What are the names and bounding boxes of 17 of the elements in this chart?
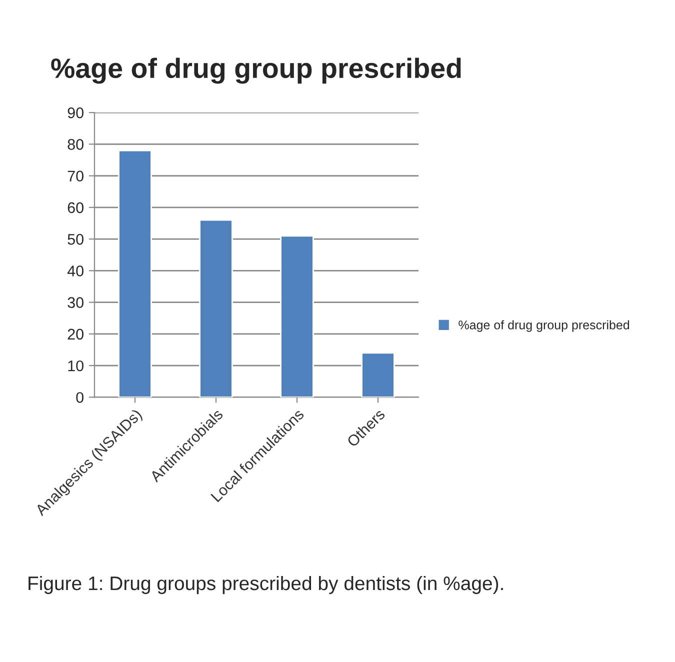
y-tick-label: 30	[68, 297, 84, 308]
bar	[199, 219, 233, 398]
chart-title: %age of drug group prescribed	[51, 58, 461, 84]
bar	[118, 150, 152, 398]
y-tick-label: 40	[67, 266, 84, 276]
y-tick-label: 0	[76, 392, 84, 403]
bar	[280, 235, 314, 398]
y-tick-label: 60	[68, 202, 84, 214]
y-tick-label: 10	[68, 360, 84, 372]
y-tick-label: 50	[68, 234, 84, 245]
caption: Figure 1: Drug groups prescribed by dentists (in %age).	[28, 576, 503, 594]
y-tick-label: 20	[68, 328, 84, 340]
y-tick-label: 90	[68, 107, 84, 118]
legend-label: %age of drug group prescribed	[458, 320, 630, 332]
y-tick-label: 70	[68, 170, 84, 182]
y-tick-label: 80	[68, 139, 84, 150]
bar	[361, 352, 395, 398]
